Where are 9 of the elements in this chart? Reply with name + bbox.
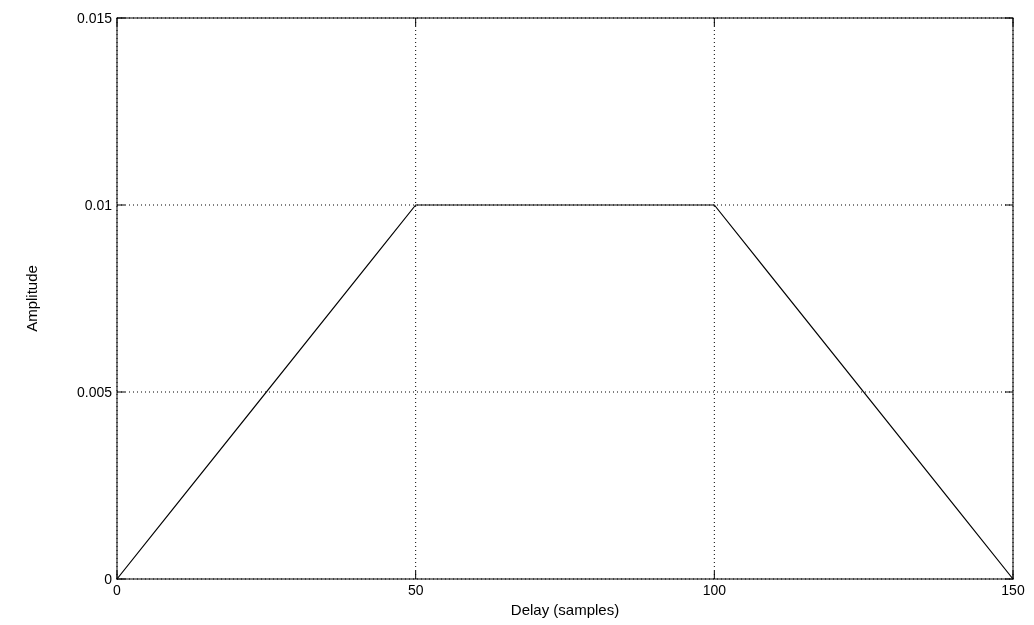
y-axis-title: Amplitude (23, 265, 40, 332)
y-tick-label: 0.01 (84, 196, 113, 213)
y-tick-label: 0.005 (76, 383, 113, 400)
y-tick-label: 0.015 (76, 9, 113, 26)
x-tick-label: 50 (407, 582, 424, 598)
x-tick-label: 150 (1001, 582, 1025, 598)
x-tick-label: 100 (702, 582, 727, 598)
x-axis-title: Delay (samples) (510, 601, 620, 618)
y-tick-label: 0 (104, 570, 113, 587)
